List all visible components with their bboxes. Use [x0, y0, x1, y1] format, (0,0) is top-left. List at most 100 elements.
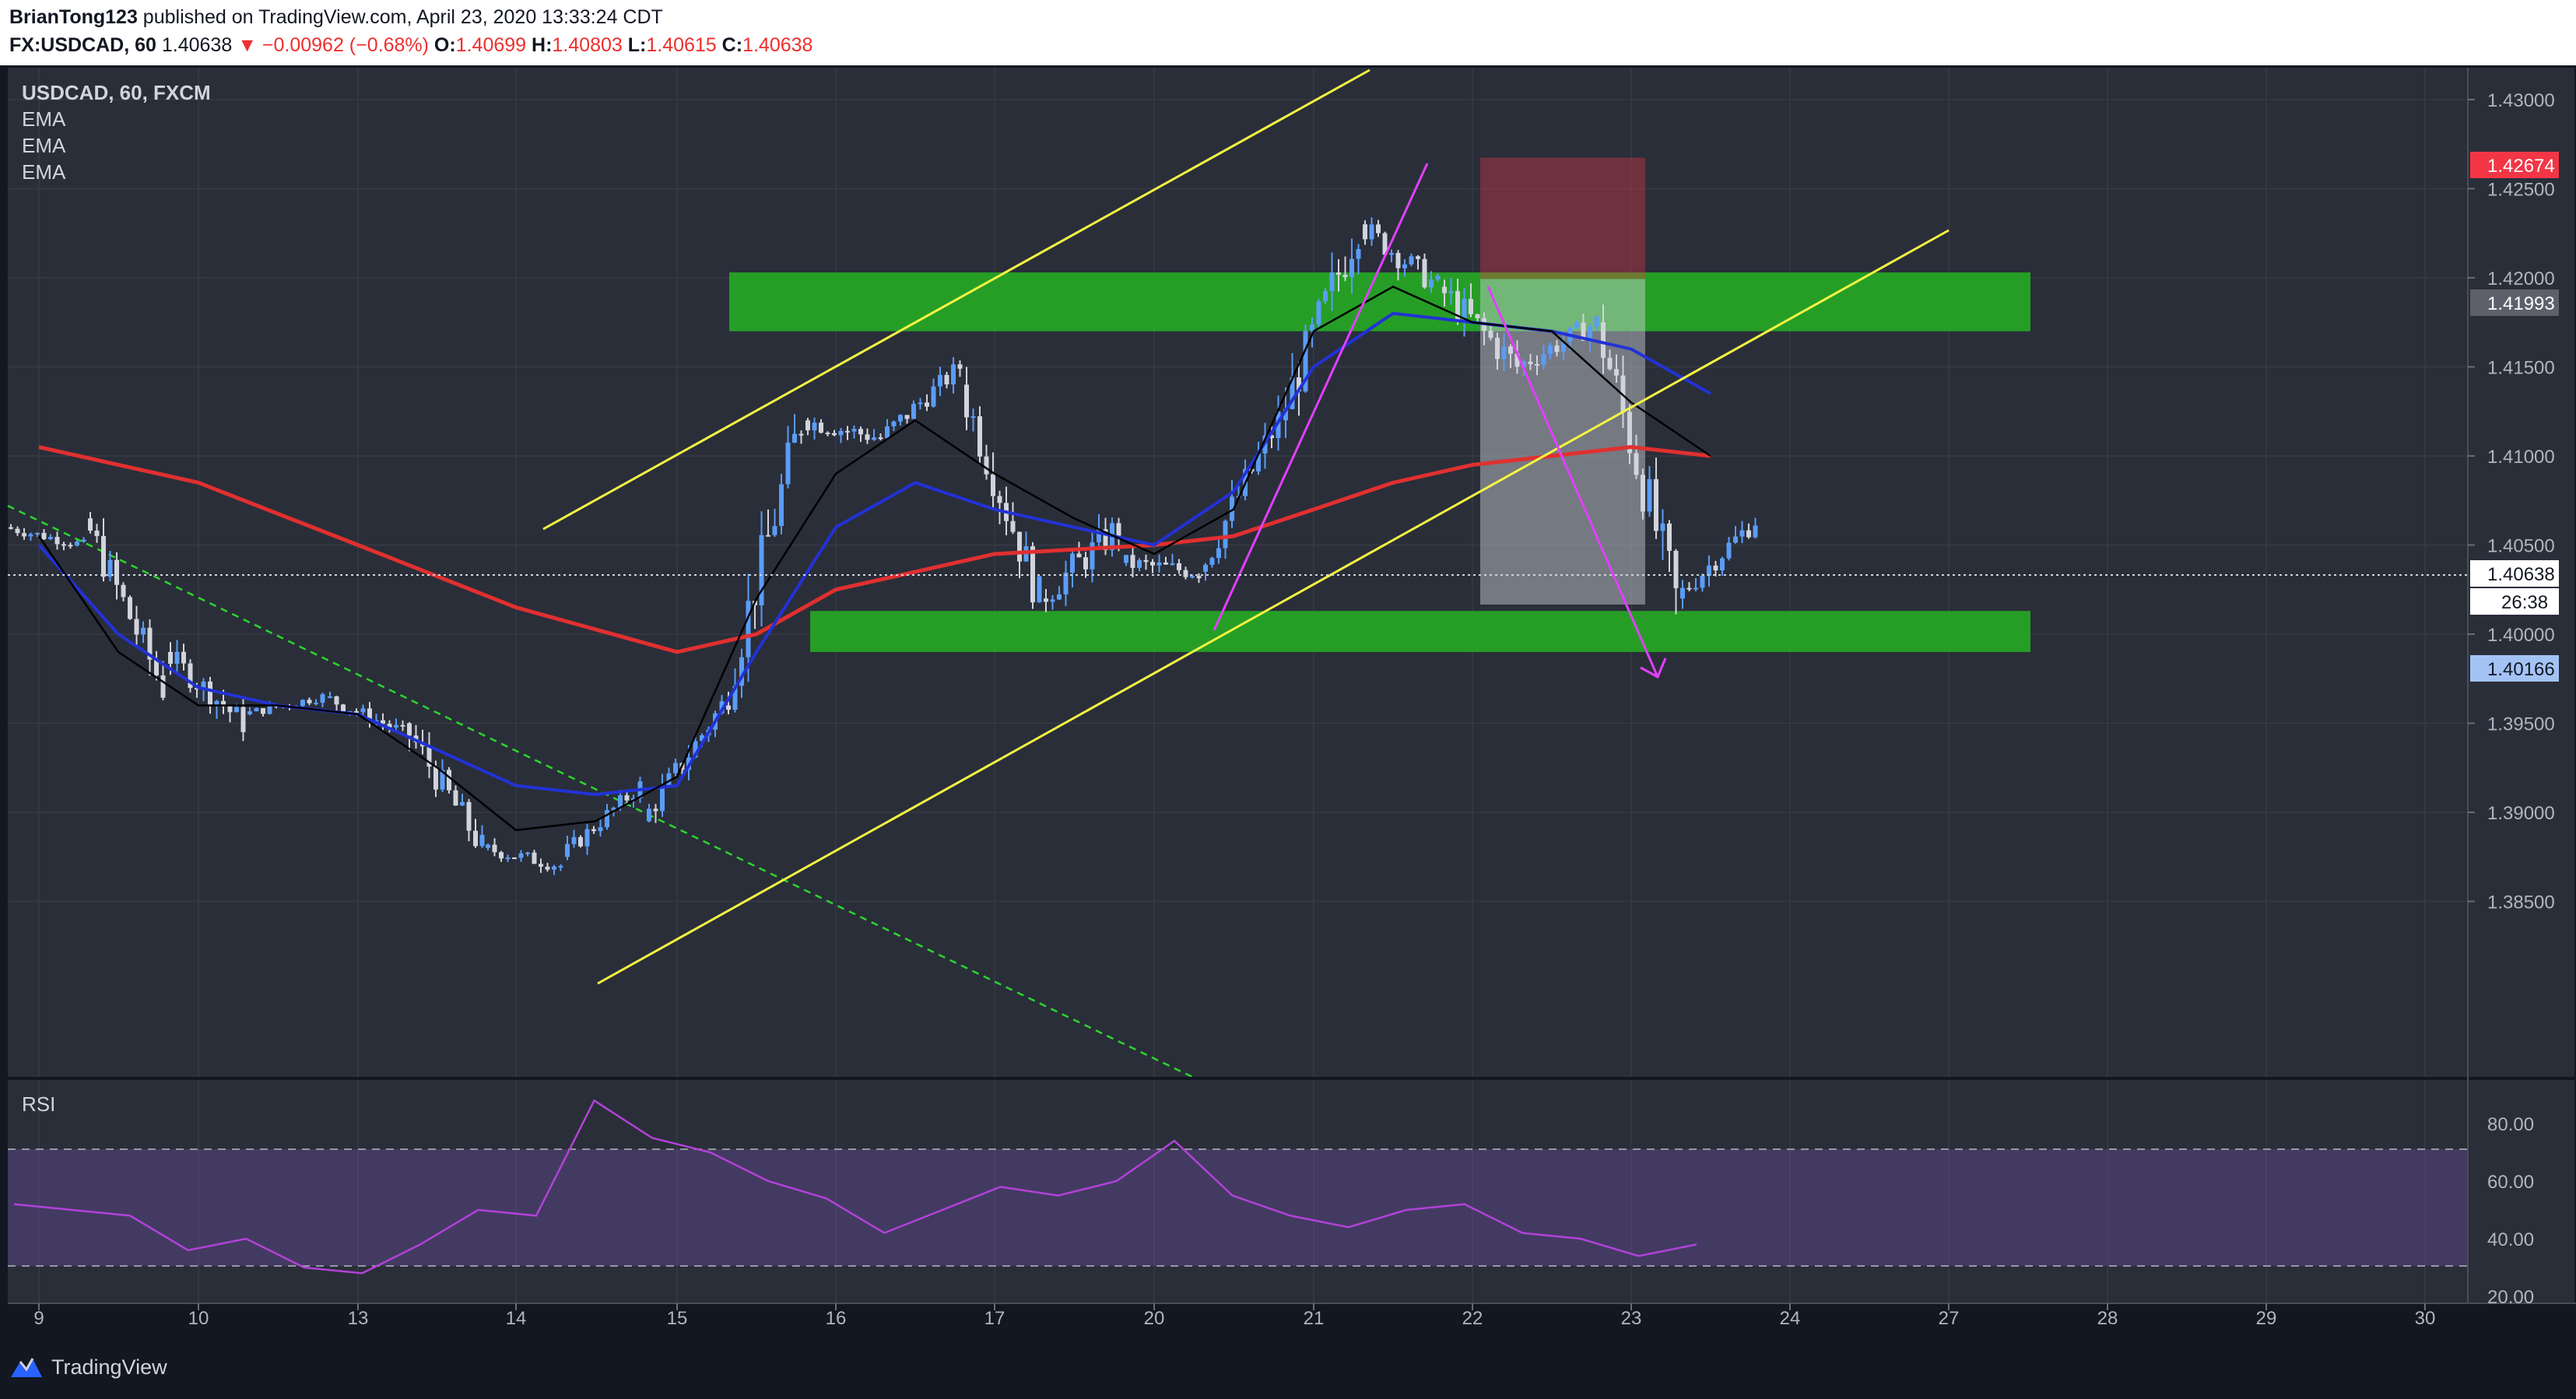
candle-body [805, 420, 810, 431]
ema-slow-line [38, 445, 1711, 654]
candle-body [1283, 408, 1288, 421]
candles [9, 217, 1758, 875]
time-tick-label: 10 [188, 1308, 209, 1329]
candle-body [341, 704, 346, 712]
time-tick-label: 15 [667, 1308, 688, 1329]
candle-body [1103, 529, 1108, 550]
candle-body [1746, 530, 1751, 538]
candle-body [997, 496, 1002, 503]
candle-body [631, 798, 636, 801]
candle-body [466, 801, 472, 831]
dashed-trendline [7, 504, 1193, 1078]
candle-body [1627, 412, 1632, 454]
candle-body [1303, 331, 1308, 392]
tradingview-logo-icon[interactable] [9, 1354, 44, 1380]
candle-body [1010, 521, 1016, 532]
candle-body [578, 836, 583, 847]
legend-ema-3[interactable]: EMA [22, 160, 66, 184]
time-tick-label: 30 [2415, 1308, 2436, 1329]
price-axis[interactable]: 1.43000 1.42500 1.42000 1.41500 1.41000 1.405… [2468, 90, 2555, 913]
candle-body [1230, 496, 1234, 521]
target-price-badge: 1.40166 [2470, 655, 2559, 682]
candle-body [1620, 375, 1626, 412]
publication-header: BrianTong123 published on TradingView.co… [0, 0, 2576, 65]
time-axis[interactable]: 9 10 13 14 15 16 17 20 21 22 23 24 27 28 29 30 [33, 1303, 2435, 1329]
legend-ema-1[interactable]: EMA [22, 107, 66, 131]
tradingview-brand[interactable]: TradingView [51, 1355, 167, 1379]
candle-body [925, 402, 929, 407]
candle-body [798, 433, 804, 436]
rsi-axis[interactable]: 80.00 60.00 40.00 20.00 [2487, 1114, 2534, 1308]
time-tick-label: 13 [348, 1308, 369, 1329]
candle-body [141, 627, 146, 635]
candle-body [267, 705, 272, 714]
candle-body [1686, 587, 1692, 590]
time-tick-label: 23 [1621, 1308, 1642, 1329]
zones [729, 157, 2030, 652]
ema-lines [37, 286, 1711, 832]
close-label: C: [721, 34, 743, 56]
candle-body [584, 829, 590, 847]
legend-ema-2[interactable]: EMA [22, 134, 66, 157]
rsi-line [13, 1099, 1697, 1275]
candle-body [1673, 550, 1679, 588]
candle-body [964, 384, 969, 418]
candle-body [1316, 301, 1321, 324]
current-price-badge: 1.40638 26:38 [2470, 560, 2559, 615]
candle-body [1269, 435, 1274, 439]
rsi-label[interactable]: RSI [22, 1092, 55, 1116]
candle-body [460, 801, 465, 806]
candle-body [168, 651, 173, 664]
time-tick-label: 28 [2097, 1308, 2118, 1329]
symbol-name[interactable]: FX:USDCAD, 60 [9, 34, 156, 56]
drawings[interactable] [542, 68, 1950, 985]
stop-price-badge: 1.42674 [2470, 152, 2559, 178]
chart-canvas[interactable]: 1.43000 1.42500 1.42000 1.41500 1.41000 1.405… [0, 65, 2576, 1337]
candle-body [254, 708, 259, 712]
time-tick-label: 9 [33, 1308, 44, 1329]
author-name[interactable]: BrianTong123 [9, 6, 138, 28]
candle-body [1070, 553, 1075, 573]
candle-body [647, 808, 651, 822]
last-price: 1.40638 [161, 34, 233, 56]
candle-body [328, 696, 332, 698]
candle-body [565, 843, 570, 857]
candle-body [904, 415, 910, 419]
rsi-tick-label: 60.00 [2487, 1172, 2534, 1193]
candle-body [1634, 453, 1639, 475]
candle-body [181, 651, 186, 664]
candle-body [1342, 275, 1348, 278]
candle-body [700, 735, 704, 742]
candle-body [759, 535, 764, 605]
candle-body [1521, 361, 1526, 367]
candle-body [1713, 565, 1718, 571]
candle-body [1647, 479, 1652, 512]
candle-body [1455, 291, 1460, 321]
legend-title[interactable]: USDCAD, 60, FXCM [22, 81, 211, 104]
rsi-band-group [8, 1148, 2467, 1267]
candle-body [1356, 249, 1361, 259]
candle-body [433, 766, 438, 790]
candle-body [666, 773, 672, 786]
candle-body [188, 663, 193, 689]
candle-body [367, 708, 372, 723]
candle-body [984, 456, 989, 475]
time-tick-label: 29 [2256, 1308, 2277, 1329]
impulse-line [1213, 163, 1429, 631]
candle-body [1170, 563, 1175, 565]
candle-body [660, 785, 665, 812]
candle-body [539, 864, 543, 867]
candle-body [1349, 258, 1354, 278]
candle-body [1700, 575, 1705, 588]
footer-bar: TradingView [0, 1337, 2576, 1399]
candle-body [1733, 536, 1738, 543]
candle-body [1720, 558, 1725, 571]
symbol-line: FX:USDCAD, 60 1.40638 ▼ −0.00962 (−0.68%… [9, 34, 812, 57]
candle-body [35, 532, 40, 535]
candle-body [134, 619, 139, 635]
candle-body [88, 518, 93, 531]
candle-body [201, 681, 206, 689]
candle-body [1363, 224, 1367, 240]
candle-body [1588, 326, 1592, 341]
dashed-trendline-group[interactable] [7, 504, 1193, 1078]
